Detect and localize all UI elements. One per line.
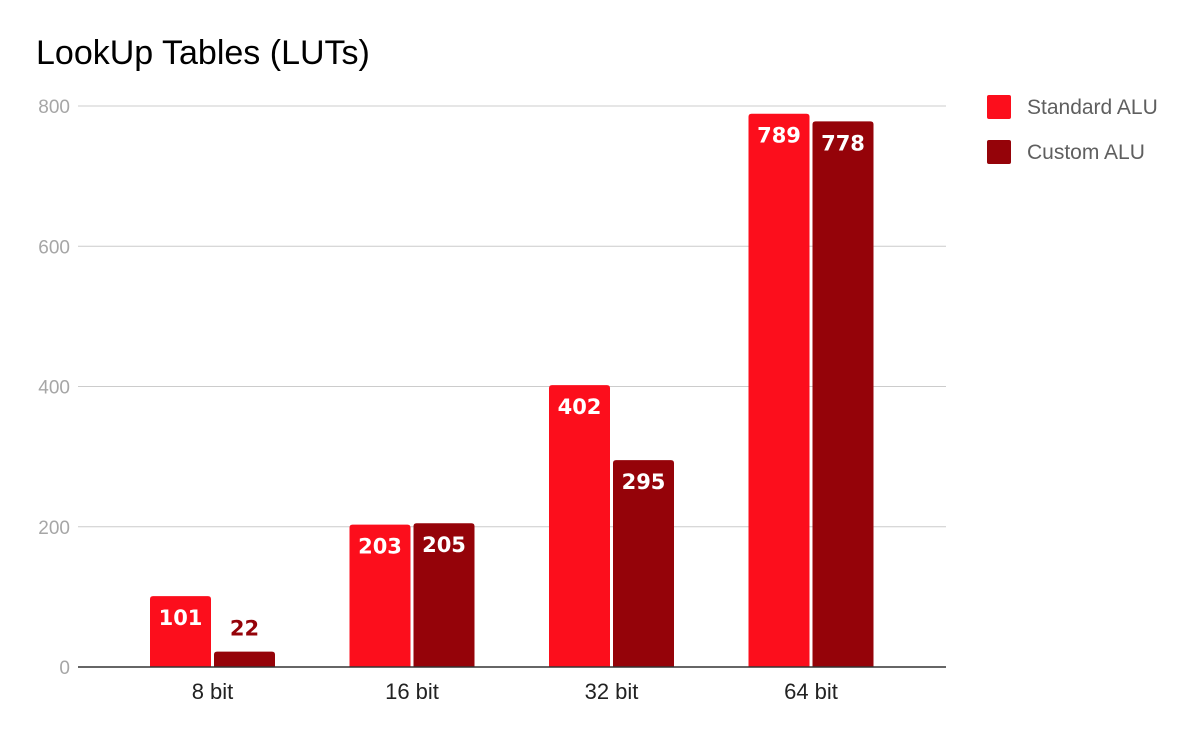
chart-title: LookUp Tables (LUTs) <box>36 34 370 72</box>
x-axis-ticks: 8 bit 16 bit 32 bit 64 bit <box>192 679 838 704</box>
bar <box>413 523 475 667</box>
legend-swatch <box>987 140 1011 164</box>
bar-data-label: 205 <box>422 533 466 557</box>
y-tick-label: 800 <box>38 97 70 118</box>
legend: Standard ALU Custom ALU <box>987 95 1158 164</box>
y-tick-label: 600 <box>38 237 70 258</box>
bar <box>349 524 411 667</box>
y-tick-label: 0 <box>59 658 70 679</box>
bar-data-label: 789 <box>757 124 801 148</box>
data-labels: 101 22 203 205 402 295 789 778 <box>159 124 865 641</box>
bar-data-label: 402 <box>558 395 602 419</box>
x-tick-label: 64 bit <box>784 679 838 704</box>
bar-data-label: 203 <box>358 535 402 559</box>
bar <box>150 596 211 667</box>
bar-data-label: 101 <box>159 606 203 630</box>
bar <box>214 651 275 667</box>
bars <box>150 113 874 668</box>
y-tick-label: 400 <box>38 378 70 399</box>
bar-data-label: 295 <box>622 470 666 494</box>
bar <box>549 385 610 667</box>
x-tick-label: 8 bit <box>192 679 234 704</box>
bar <box>748 113 810 668</box>
bar-data-label: 22 <box>230 617 259 641</box>
y-axis-ticks: 0 200 400 600 800 <box>38 97 70 679</box>
legend-swatch <box>987 95 1011 119</box>
y-tick-label: 200 <box>38 518 70 539</box>
bar <box>613 460 674 667</box>
bar <box>812 121 874 668</box>
x-tick-label: 32 bit <box>585 679 639 704</box>
legend-label: Standard ALU <box>1027 96 1158 119</box>
bar-data-label: 778 <box>821 131 865 155</box>
x-tick-label: 16 bit <box>385 679 439 704</box>
legend-label: Custom ALU <box>1027 141 1145 164</box>
